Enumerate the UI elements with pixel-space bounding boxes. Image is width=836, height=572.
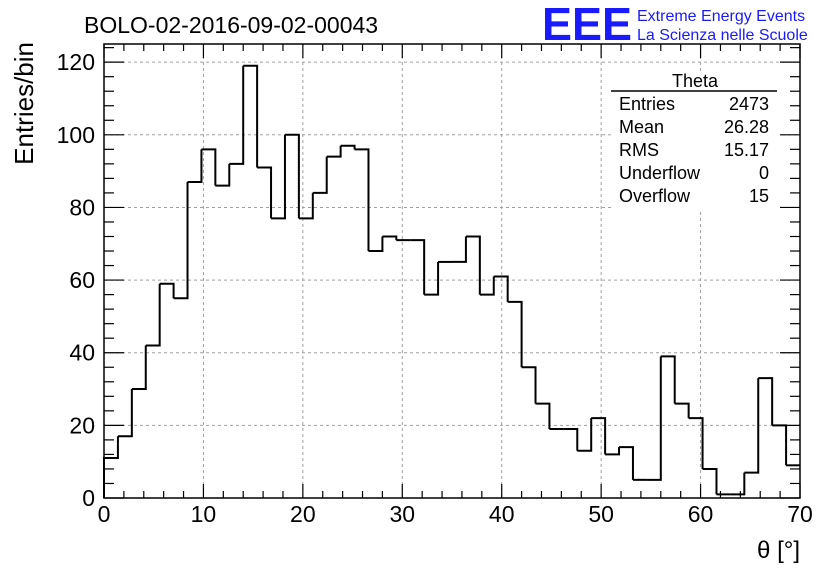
stats-box: Theta Entries 2473 Mean 26.28 RMS 15.17 … — [611, 71, 779, 212]
histogram-bin — [452, 236, 467, 263]
histogram-bin — [326, 145, 342, 158]
histogram-bin — [646, 356, 662, 481]
histogram-bin — [312, 156, 328, 194]
x-tick-label: 50 — [588, 501, 614, 527]
x-tick-label: 60 — [688, 501, 714, 527]
stats-overflow-value: 15 — [749, 186, 769, 206]
logo-mark: EEE — [542, 0, 632, 50]
grid-lines — [104, 44, 800, 498]
histogram-bin — [229, 65, 245, 165]
histogram-bin — [424, 261, 440, 296]
stats-entries-value: 2473 — [729, 94, 769, 114]
logo-line-1: Extreme Energy Events — [637, 8, 805, 25]
histogram-bin — [563, 427, 579, 451]
x-tick-label: 30 — [389, 501, 415, 527]
histogram-bin — [730, 472, 746, 496]
logo-line-2: La Scienza nelle Scuole — [637, 27, 808, 44]
y-tick-label: 20 — [69, 412, 95, 438]
stats-mean-value: 26.28 — [724, 117, 769, 137]
histogram-bin — [201, 148, 217, 186]
histogram-bin — [410, 239, 426, 295]
histogram-bin — [465, 235, 481, 295]
histogram-bin — [758, 377, 774, 426]
histogram-bin — [744, 378, 760, 474]
stats-entries-label: Entries — [619, 94, 675, 114]
stats-mean-label: Mean — [619, 117, 664, 137]
y-tick-label: 80 — [69, 194, 95, 220]
histogram-bin — [660, 355, 676, 404]
histogram-bin — [382, 235, 398, 241]
histogram-bin — [591, 417, 607, 455]
stats-name: Theta — [672, 71, 719, 91]
histogram-bin — [215, 163, 231, 187]
histogram-bin — [493, 275, 509, 302]
histogram-bin — [368, 236, 384, 253]
x-axis: 0 10 20 30 40 50 60 70 — [98, 44, 813, 527]
histogram-bin — [243, 64, 259, 168]
y-tick-label: 120 — [57, 49, 95, 75]
stats-rms-label: RMS — [619, 140, 659, 160]
histogram-bin — [159, 282, 175, 299]
histogram-bin — [145, 283, 161, 347]
y-axis: 0 20 40 60 80 100 120 — [57, 47, 800, 511]
x-tick-label: 20 — [290, 501, 316, 527]
y-axis-label: Entries/bin — [9, 42, 39, 165]
plot-border — [103, 43, 801, 499]
histogram-bin — [187, 149, 203, 184]
plot-frame — [103, 43, 801, 499]
histogram-bin — [340, 144, 356, 150]
histogram-bin — [173, 182, 189, 300]
histogram-bin — [284, 133, 300, 219]
histogram-bars — [103, 64, 800, 498]
histogram-bin — [702, 467, 718, 495]
histogram-bin — [688, 417, 704, 469]
x-tick-label: 70 — [787, 501, 813, 527]
histogram-bin — [507, 300, 523, 368]
histogram-bin — [117, 389, 133, 438]
histogram-bin — [605, 447, 621, 456]
x-tick-label: 0 — [98, 501, 111, 527]
stats-underflow-label: Underflow — [619, 163, 701, 183]
x-tick-label: 10 — [191, 501, 217, 527]
histogram-bin — [674, 402, 690, 419]
chart-title: BOLO-02-2016-09-02-00043 — [84, 12, 378, 38]
histogram-bin — [521, 366, 537, 404]
y-tick-label: 100 — [57, 122, 95, 148]
histogram-bin — [257, 166, 273, 219]
y-tick-label: 40 — [69, 340, 95, 366]
x-axis-label: θ [°] — [757, 537, 800, 564]
histogram-bin — [298, 192, 314, 220]
y-tick-label: 60 — [69, 267, 95, 293]
y-tick-label: 0 — [82, 485, 95, 511]
eee-logo: EEE Extreme Energy Events La Scienza nel… — [542, 0, 808, 50]
histogram-bin — [131, 345, 147, 391]
histogram-bin — [577, 418, 593, 452]
histogram-bin — [535, 402, 551, 429]
histogram-bin — [619, 446, 634, 480]
histogram-bin — [271, 134, 286, 220]
stats-underflow-value: 0 — [759, 163, 769, 183]
stats-box-background — [611, 72, 779, 212]
stats-overflow-label: Overflow — [619, 186, 691, 206]
x-tick-label: 40 — [489, 501, 515, 527]
histogram-bin — [479, 276, 495, 296]
stats-rms-value: 15.17 — [724, 140, 769, 160]
histogram-bin — [354, 148, 370, 252]
